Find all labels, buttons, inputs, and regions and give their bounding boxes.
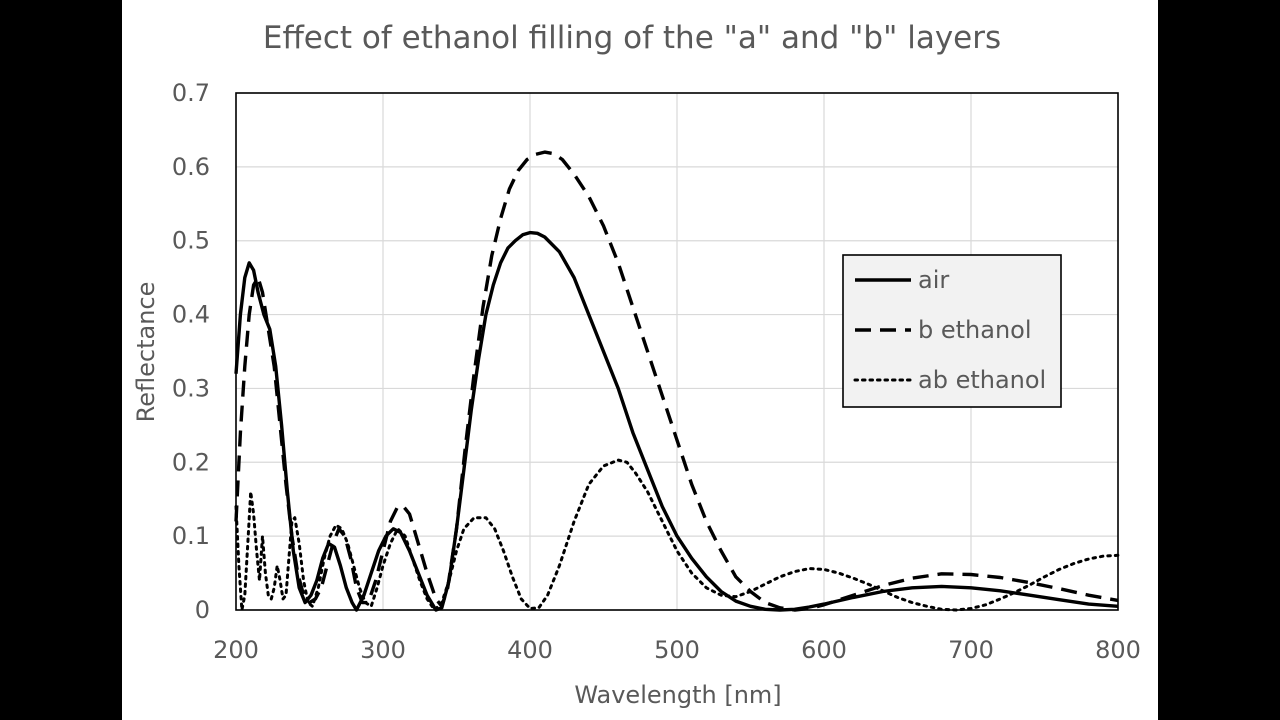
legend-label-2: ab ethanol	[918, 366, 1046, 394]
chart-title: Effect of ethanol filling of the "a" and…	[263, 20, 1001, 56]
y-tick-label: 0.3	[172, 374, 210, 402]
tick-labels: 200 300 400 500 600 700 800 0 0.1 0.2 0.3 0.4 0.5 0.6…	[172, 79, 1141, 664]
y-tick-label: 0.2	[172, 448, 210, 476]
x-tick-label: 400	[507, 636, 553, 664]
y-tick-label: 0.4	[172, 301, 210, 329]
y-tick-label: 0	[195, 596, 210, 624]
legend-label-0: air	[918, 266, 949, 294]
series-line-2	[234, 458, 1120, 612]
series-line-0	[234, 230, 1119, 612]
y-tick-label: 0.1	[172, 522, 210, 550]
legend: air b ethanol ab ethanol	[842, 254, 1062, 408]
y-tick-label: 0.6	[172, 153, 210, 181]
x-tick-label: 300	[360, 636, 406, 664]
series-lines	[234, 150, 1120, 612]
x-tick-label: 600	[801, 636, 847, 664]
y-axis-title: Reflectance	[132, 282, 160, 423]
x-tick-label: 800	[1095, 636, 1141, 664]
series-line-1	[234, 150, 1119, 612]
legend-label-1: b ethanol	[918, 316, 1032, 344]
reflectance-chart: 200 300 400 500 600 700 800 0 0.1 0.2 0.3 0.4 0.5 0.6…	[132, 20, 1141, 709]
x-tick-label: 200	[213, 636, 259, 664]
x-tick-label: 700	[948, 636, 994, 664]
y-tick-label: 0.7	[172, 79, 210, 107]
y-tick-label: 0.5	[172, 227, 210, 255]
x-tick-label: 500	[654, 636, 700, 664]
chart-area: 200 300 400 500 600 700 800 0 0.1 0.2 0.3 0.4 0.5 0.6…	[122, 0, 1158, 720]
x-axis-title: Wavelength [nm]	[574, 681, 781, 709]
